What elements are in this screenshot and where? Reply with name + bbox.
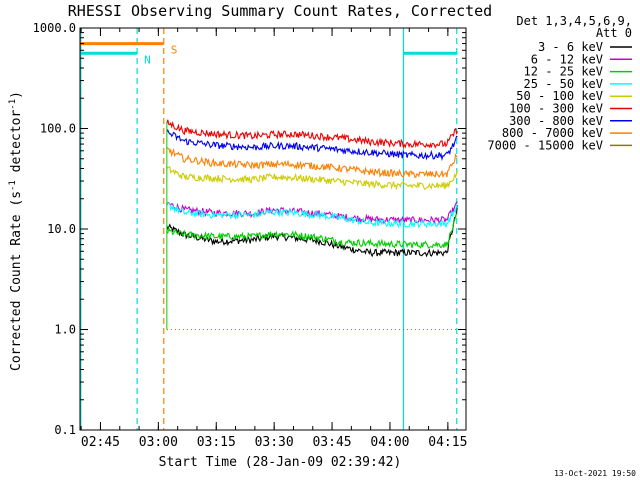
legend-header-detectors: Det 1,3,4,5,6,9, <box>516 14 632 28</box>
series-line <box>166 119 458 150</box>
series-line <box>166 166 459 191</box>
y-label-main: Corrected Count Rate (s <box>9 191 24 371</box>
marker-lines <box>80 28 458 430</box>
y-axis-ticks: 0.1 1.0 10.0 100.0 1000.0 <box>33 21 466 437</box>
legend-label: 25 - 50 keV <box>524 77 603 91</box>
chart-title: RHESSI Observing Summary Count Rates, Co… <box>68 2 492 20</box>
x-tick-label: 04:00 <box>370 435 409 450</box>
generation-timestamp: 13-Oct-2021 19:50 <box>554 469 636 478</box>
x-axis-ticks: 02:45 03:00 03:15 03:30 03:45 04:00 04:15 <box>80 28 467 450</box>
x-tick-label: 03:00 <box>139 435 178 450</box>
y-tick-label: 1000.0 <box>33 21 76 35</box>
y-tick-label: 100.0 <box>40 122 76 136</box>
y-tick-label: 0.1 <box>54 423 76 437</box>
x-tick-label: 02:45 <box>81 435 120 450</box>
y-label-mid: detector <box>9 110 24 181</box>
x-tick-label: 03:45 <box>312 435 351 450</box>
flag-label: N <box>144 53 151 66</box>
series-line <box>166 201 458 226</box>
series-lines <box>166 119 459 330</box>
y-label-sup2: -1 <box>8 99 18 110</box>
legend-label: 12 - 25 keV <box>524 65 603 79</box>
series-line <box>166 213 458 249</box>
legend-label: 300 - 800 keV <box>509 114 603 128</box>
legend-label: 50 - 100 keV <box>516 89 603 103</box>
series-line <box>166 147 458 178</box>
legend-label: 7000 - 15000 keV <box>487 138 603 152</box>
x-tick-label: 03:15 <box>197 435 236 450</box>
y-label-sup1: -1 <box>8 180 18 191</box>
series-line <box>166 201 459 229</box>
series-line <box>166 128 458 162</box>
legend-label: 800 - 7000 keV <box>502 126 603 140</box>
x-tick-label: 04:15 <box>428 435 467 450</box>
x-axis-label: Start Time (28-Jan-09 02:39:42) <box>159 455 402 470</box>
y-label-end: ) <box>9 91 24 99</box>
y-tick-label: 1.0 <box>54 323 76 337</box>
legend-label: 100 - 300 keV <box>509 102 603 116</box>
plot-frame <box>79 27 467 431</box>
legend-label: 3 - 6 keV <box>538 40 603 54</box>
legend-label: 6 - 12 keV <box>531 52 603 66</box>
flag-label: S <box>171 44 178 57</box>
legend-header-attenuator: Att 0 <box>596 26 632 40</box>
x-tick-label: 03:30 <box>255 435 294 450</box>
y-tick-label: 10.0 <box>47 222 76 236</box>
y-axis-label: Corrected Count Rate (s-1 detector-1) <box>8 91 24 371</box>
flag-bars: NS <box>80 42 458 66</box>
